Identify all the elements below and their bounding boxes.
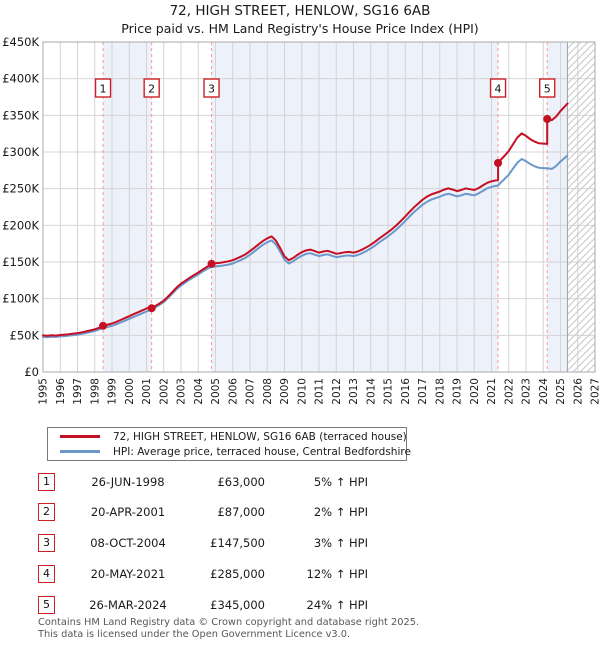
- legend-item-property: 72, HIGH STREET, HENLOW, SG16 6AB (terra…: [48, 429, 407, 444]
- svg-text:2002: 2002: [158, 378, 170, 405]
- svg-text:£350K: £350K: [2, 108, 39, 122]
- sale-row: 4 20-MAY-2021 £285,000 12% ↑ HPI: [38, 565, 378, 584]
- svg-text:2017: 2017: [417, 378, 429, 405]
- price-history-line-chart: 1 2 3 4 5 £0 £50K £100K £150K £200K £250K £300K £350…: [2, 35, 600, 405]
- sale-hpi-delta: 2% ↑ HPI: [313, 505, 368, 519]
- svg-text:2020: 2020: [469, 378, 481, 405]
- svg-text:2026: 2026: [572, 378, 584, 405]
- svg-text:£250K: £250K: [2, 182, 39, 196]
- svg-text:2013: 2013: [348, 378, 360, 405]
- sale-row: 2 20-APR-2001 £87,000 2% ↑ HPI: [38, 503, 378, 522]
- svg-text:£300K: £300K: [2, 145, 39, 159]
- sale-row: 5 26-MAR-2024 £345,000 24% ↑ HPI: [38, 596, 378, 615]
- sale-row: 3 08-OCT-2004 £147,500 3% ↑ HPI: [38, 534, 378, 553]
- svg-text:£50K: £50K: [10, 328, 40, 342]
- svg-text:2003: 2003: [176, 378, 188, 405]
- svg-text:£100K: £100K: [2, 292, 39, 306]
- svg-text:2001: 2001: [141, 378, 153, 405]
- sale-number-badge: 4: [38, 565, 55, 583]
- legend-label: 72, HIGH STREET, HENLOW, SG16 6AB (terra…: [113, 430, 407, 443]
- svg-text:2024: 2024: [538, 378, 550, 405]
- sale-price: £285,000: [210, 567, 265, 581]
- svg-text:2008: 2008: [262, 378, 274, 405]
- svg-text:2014: 2014: [365, 378, 377, 405]
- svg-text:2004: 2004: [193, 378, 205, 405]
- page-title: 72, HIGH STREET, HENLOW, SG16 6AB: [169, 3, 431, 19]
- sale-hpi-delta: 12% ↑ HPI: [306, 567, 368, 581]
- sale-date: 26-JUN-1998: [91, 475, 165, 489]
- svg-text:2021: 2021: [486, 378, 498, 405]
- sale-price: £345,000: [210, 598, 265, 612]
- svg-text:2023: 2023: [521, 378, 533, 405]
- svg-text:2018: 2018: [434, 378, 446, 405]
- sale-number-badge: 5: [38, 596, 55, 614]
- sale-price: £63,000: [217, 475, 265, 489]
- chart-legend: 72, HIGH STREET, HENLOW, SG16 6AB (terra…: [47, 427, 411, 461]
- svg-text:2027: 2027: [590, 378, 600, 405]
- svg-text:5: 5: [544, 83, 551, 96]
- svg-text:2010: 2010: [296, 378, 308, 405]
- svg-text:£150K: £150K: [2, 255, 39, 269]
- svg-text:2: 2: [148, 83, 155, 96]
- legend-item-hpi: HPI: Average price, terraced house, Cent…: [48, 444, 411, 459]
- hpi-line-swatch: [60, 450, 100, 453]
- license-footer: Contains HM Land Registry data © Crown c…: [38, 617, 419, 640]
- sale-number-badge: 1: [38, 473, 55, 491]
- footer-line-2: This data is licensed under the Open Gov…: [38, 628, 351, 640]
- sale-hpi-delta: 5% ↑ HPI: [313, 475, 368, 489]
- property-line-swatch: [60, 435, 100, 438]
- svg-text:2007: 2007: [245, 378, 257, 405]
- svg-text:2015: 2015: [383, 378, 395, 405]
- page-subtitle: Price paid vs. HM Land Registry's House …: [121, 21, 479, 36]
- legend-label: HPI: Average price, terraced house, Cent…: [113, 445, 411, 458]
- svg-text:£200K: £200K: [2, 218, 39, 232]
- svg-text:£0: £0: [24, 365, 39, 379]
- svg-text:1995: 1995: [38, 378, 50, 405]
- sale-number-badge: 3: [38, 534, 55, 552]
- sale-hpi-delta: 24% ↑ HPI: [306, 598, 368, 612]
- sale-date: 08-OCT-2004: [90, 536, 166, 550]
- svg-text:2011: 2011: [314, 378, 326, 405]
- svg-text:1996: 1996: [55, 378, 67, 405]
- svg-text:2022: 2022: [503, 378, 515, 405]
- svg-text:4: 4: [495, 83, 502, 96]
- footer-line-1: Contains HM Land Registry data © Crown c…: [38, 617, 420, 628]
- svg-text:2019: 2019: [452, 378, 464, 405]
- svg-text:2005: 2005: [210, 378, 222, 405]
- svg-text:2009: 2009: [279, 378, 291, 405]
- sale-date: 26-MAR-2024: [89, 598, 167, 612]
- sale-price: £87,000: [217, 505, 265, 519]
- svg-text:2000: 2000: [124, 378, 136, 405]
- sale-number-badge: 2: [38, 503, 55, 521]
- svg-text:£450K: £450K: [2, 35, 39, 49]
- svg-text:1: 1: [100, 83, 107, 96]
- sale-price: £147,500: [210, 536, 265, 550]
- svg-text:1998: 1998: [89, 378, 101, 405]
- svg-text:2016: 2016: [400, 378, 412, 405]
- svg-text:2012: 2012: [331, 378, 343, 405]
- sale-hpi-delta: 3% ↑ HPI: [313, 536, 368, 550]
- svg-text:1997: 1997: [72, 378, 84, 405]
- sale-row: 1 26-JUN-1998 £63,000 5% ↑ HPI: [38, 473, 378, 492]
- svg-text:3: 3: [208, 83, 215, 96]
- svg-text:2006: 2006: [227, 378, 239, 405]
- sale-date: 20-MAY-2021: [90, 567, 166, 581]
- svg-text:£400K: £400K: [2, 72, 39, 86]
- sale-date: 20-APR-2001: [90, 505, 166, 519]
- svg-text:1999: 1999: [107, 378, 119, 405]
- svg-text:2025: 2025: [555, 378, 567, 405]
